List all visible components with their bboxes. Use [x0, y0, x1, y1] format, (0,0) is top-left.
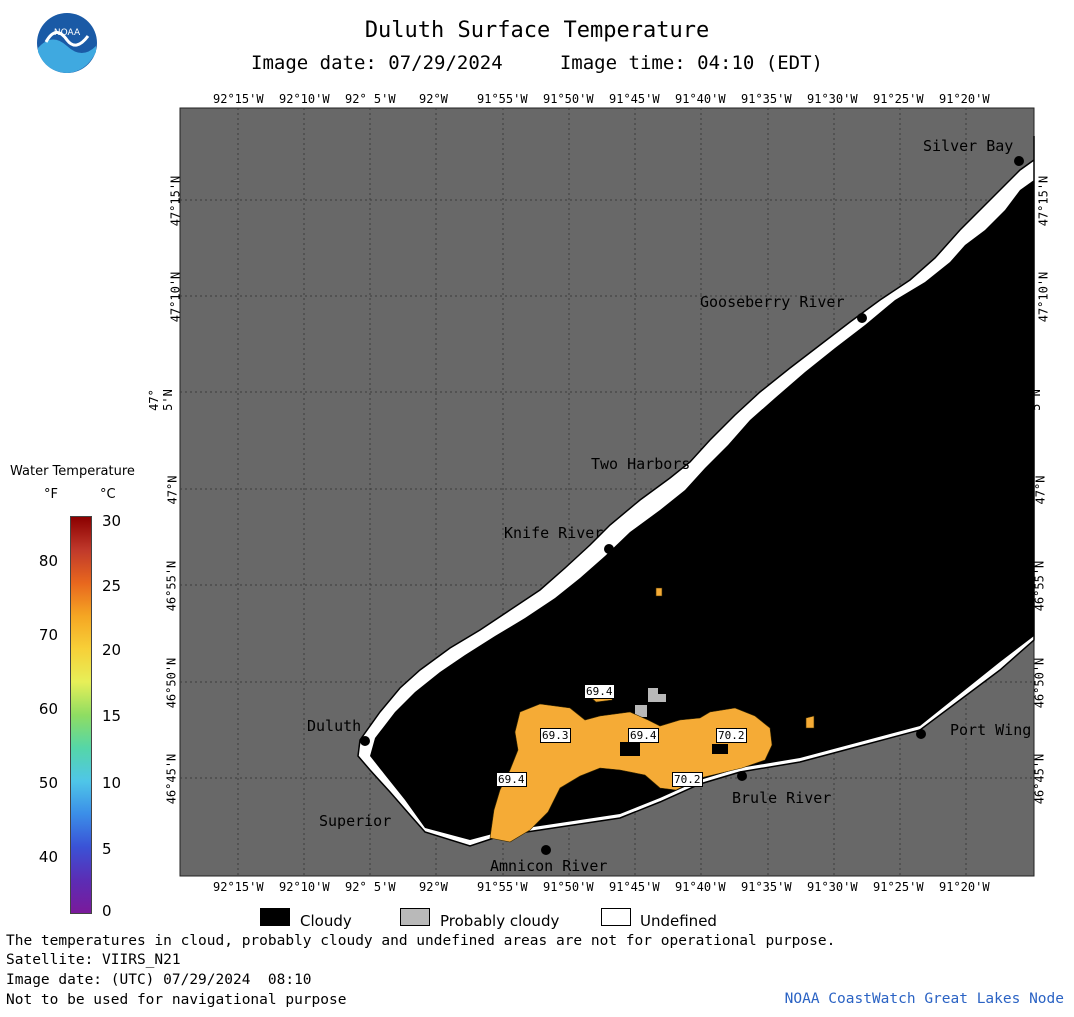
lon-label: 91°50'W: [543, 92, 594, 106]
c-tick: 15: [102, 707, 122, 725]
lat-label: 47°15'N: [1036, 175, 1051, 227]
logo-text: NOAA: [54, 28, 81, 38]
lon-label: 91°25'W: [873, 92, 924, 106]
lat-label: 47° 5'N: [1014, 389, 1043, 411]
lon-label: 91°30'W: [807, 92, 858, 106]
lat-label: 47°10'N: [168, 271, 183, 323]
lon-labels-bottom: 92°15'W 92°10'W 92° 5'W 92°W 91°55'W 91°…: [0, 880, 1074, 894]
lon-label: 92°15'W: [213, 880, 264, 894]
lat-label: 46°50'N: [1032, 657, 1047, 709]
place-superior: Superior: [319, 812, 392, 830]
f-tick: 40: [38, 848, 58, 866]
place-gooseberry-river: Gooseberry River: [700, 293, 845, 311]
c-tick: 20: [102, 641, 122, 659]
footer-navigation-warning: Not to be used for navigational purpose: [6, 992, 347, 1008]
temperature-colorbar: [70, 516, 92, 914]
cloud-cover: [370, 180, 1034, 840]
lat-label: 46°45'N: [164, 753, 179, 805]
key-label-probably-cloudy: Probably cloudy: [440, 912, 560, 930]
silver-bay-marker: [1014, 156, 1024, 166]
place-amnicon-river: Amnicon River: [490, 857, 608, 875]
lon-label: 92°W: [419, 92, 448, 106]
place-two-harbors: Two Harbors: [591, 455, 691, 473]
lon-label: 91°40'W: [675, 92, 726, 106]
footer-credit: NOAA CoastWatch Great Lakes Node: [784, 991, 1064, 1007]
lon-label: 91°45'W: [609, 880, 660, 894]
temp-label: 69.4: [584, 684, 615, 699]
lat-label: 46°55'N: [1032, 560, 1047, 612]
c-tick: 5: [102, 840, 112, 858]
f-tick: 50: [38, 774, 58, 792]
lon-label: 91°55'W: [477, 880, 528, 894]
duluth-marker: [360, 736, 370, 746]
place-port-wing: Port Wing: [950, 721, 1032, 739]
lon-label: 92° 5'W: [345, 92, 396, 106]
lon-label: 91°45'W: [609, 92, 660, 106]
lon-label: 92° 5'W: [345, 880, 396, 894]
lat-label: 46°45'N: [1032, 753, 1047, 805]
lat-label: 47°N: [165, 475, 180, 505]
temp-label: 70.2: [716, 728, 747, 743]
lat-label: 46°50'N: [164, 657, 179, 709]
lat-label: 47° 5'N: [146, 389, 175, 411]
c-tick: 25: [102, 577, 122, 595]
c-tick: 0: [102, 902, 112, 920]
lon-label: 91°50'W: [543, 880, 594, 894]
c-tick: 30: [102, 512, 122, 530]
lon-label: 92°10'W: [279, 880, 330, 894]
legend-title: Water Temperature: [10, 464, 135, 479]
lon-labels-top: 92°15'W 92°10'W 92° 5'W 92°W 91°55'W 91°…: [0, 92, 1074, 106]
f-tick: 60: [38, 700, 58, 718]
lon-label: 91°40'W: [675, 880, 726, 894]
lon-label: 91°30'W: [807, 880, 858, 894]
lat-label: 47°N: [1033, 475, 1048, 505]
gooseberry-river-marker: [857, 313, 867, 323]
lon-label: 92°10'W: [279, 92, 330, 106]
f-tick: 70: [38, 626, 58, 644]
port-wing-marker: [916, 729, 926, 739]
temp-label: 70.2: [672, 772, 703, 787]
lon-label: 91°20'W: [939, 92, 990, 106]
footer-image-date: Image date: (UTC) 07/29/2024 08:10: [6, 972, 312, 988]
key-label-cloudy: Cloudy: [300, 912, 352, 930]
key-swatch-undefined: [601, 908, 631, 926]
temp-label: 69.3: [540, 728, 571, 743]
knife-river-marker: [604, 544, 614, 554]
lon-label: 91°35'W: [741, 92, 792, 106]
c-tick: 10: [102, 774, 122, 792]
temp-label: 69.4: [628, 728, 659, 743]
lon-label: 91°55'W: [477, 92, 528, 106]
key-swatch-cloudy: [260, 908, 290, 926]
lon-label: 92°W: [419, 880, 448, 894]
lon-label: 92°15'W: [213, 92, 264, 106]
brule-river-marker: [737, 771, 747, 781]
place-knife-river: Knife River: [504, 524, 604, 542]
legend-unit-celsius: °C: [100, 487, 116, 502]
two-harbors-marker: [705, 473, 715, 483]
noaa-logo-icon: NOAA: [36, 12, 98, 74]
map-subtitle: Image date: 07/29/2024 Image time: 04:10…: [251, 52, 823, 74]
cloud-holes: [560, 742, 728, 806]
key-label-undefined: Undefined: [640, 912, 717, 930]
footer-satellite: Satellite: VIIRS_N21: [6, 952, 181, 968]
lon-label: 91°35'W: [741, 880, 792, 894]
lat-label: 46°55'N: [164, 560, 179, 612]
lat-label: 47°15'N: [168, 175, 183, 227]
footer-disclaimer: The temperatures in cloud, probably clou…: [6, 933, 836, 949]
amnicon-river-marker: [541, 845, 551, 855]
f-tick: 80: [38, 552, 58, 570]
lon-label: 91°20'W: [939, 880, 990, 894]
key-swatch-probably-cloudy: [400, 908, 430, 926]
place-duluth: Duluth: [307, 717, 362, 735]
lat-label: 47°10'N: [1036, 271, 1051, 323]
place-silver-bay: Silver Bay: [923, 137, 1014, 155]
place-brule-river: Brule River: [732, 789, 832, 807]
lon-label: 91°25'W: [873, 880, 924, 894]
map-title: Duluth Surface Temperature: [364, 18, 710, 43]
legend-unit-fahrenheit: °F: [44, 487, 58, 502]
temp-label: 69.4: [496, 772, 527, 787]
